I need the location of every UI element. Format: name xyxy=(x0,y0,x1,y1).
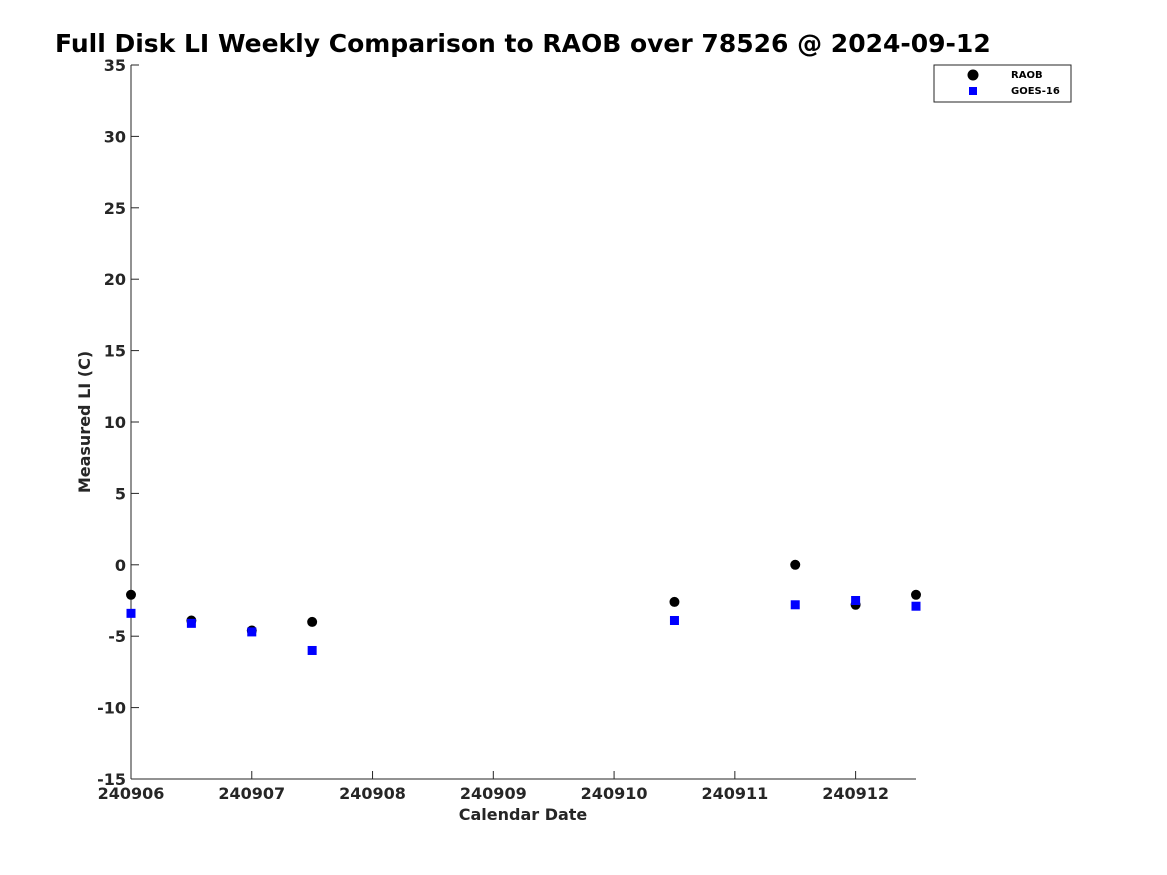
y-tick-label: 25 xyxy=(104,199,126,218)
legend-raob-marker xyxy=(967,69,979,81)
legend: RAOB GOES-16 xyxy=(933,64,1072,103)
x-tick-label: 240910 xyxy=(581,784,648,803)
data-points xyxy=(126,559,921,655)
y-tick-label: -15 xyxy=(97,770,126,789)
y-axis-label: Measured LI (C) xyxy=(75,351,94,493)
x-tick-label: 240909 xyxy=(460,784,527,803)
legend-box xyxy=(933,64,1072,103)
x-tick-label: 240908 xyxy=(339,784,406,803)
x-tick-label: 240907 xyxy=(218,784,285,803)
x-ticks: 240906 240907 240908 240909 240910 240911 2409… xyxy=(98,771,889,803)
x-tick-label: 240911 xyxy=(701,784,768,803)
data-point-raob xyxy=(790,559,801,570)
y-tick-label: -5 xyxy=(108,627,126,646)
chart-title: Full Disk LI Weekly Comparison to RAOB o… xyxy=(55,29,991,58)
y-tick-label: -10 xyxy=(97,699,126,718)
y-tick-label: 5 xyxy=(115,484,126,503)
data-point-goes16 xyxy=(851,596,861,605)
y-ticks: 35 30 25 20 15 10 5 0 -5 -10 -15 xyxy=(97,56,139,789)
data-point-goes16 xyxy=(307,645,317,655)
data-point-goes16 xyxy=(790,600,800,610)
y-tick-label: 35 xyxy=(104,56,126,75)
y-tick-label: 30 xyxy=(104,127,126,146)
data-point-goes16 xyxy=(126,608,136,618)
y-tick-label: 0 xyxy=(115,556,126,575)
data-point-goes16 xyxy=(247,627,257,637)
legend-goes16-marker xyxy=(969,87,977,95)
data-point-goes16 xyxy=(186,618,196,628)
y-tick-label: 20 xyxy=(104,270,126,289)
legend-goes16-label: GOES-16 xyxy=(1011,86,1060,97)
x-tick-label: 240912 xyxy=(822,784,889,803)
data-point-raob xyxy=(911,589,921,600)
data-point-raob xyxy=(126,589,136,600)
data-point-raob xyxy=(307,616,318,627)
y-tick-label: 10 xyxy=(104,413,126,432)
legend-raob-label: RAOB xyxy=(1011,70,1043,81)
axes xyxy=(130,65,916,780)
data-point-goes16 xyxy=(911,601,921,611)
x-tick-label: 240906 xyxy=(98,784,165,803)
y-tick-label: 15 xyxy=(104,342,126,361)
x-axis-label: Calendar Date xyxy=(459,805,588,824)
data-point-raob xyxy=(669,596,680,607)
data-point-goes16 xyxy=(669,615,679,625)
